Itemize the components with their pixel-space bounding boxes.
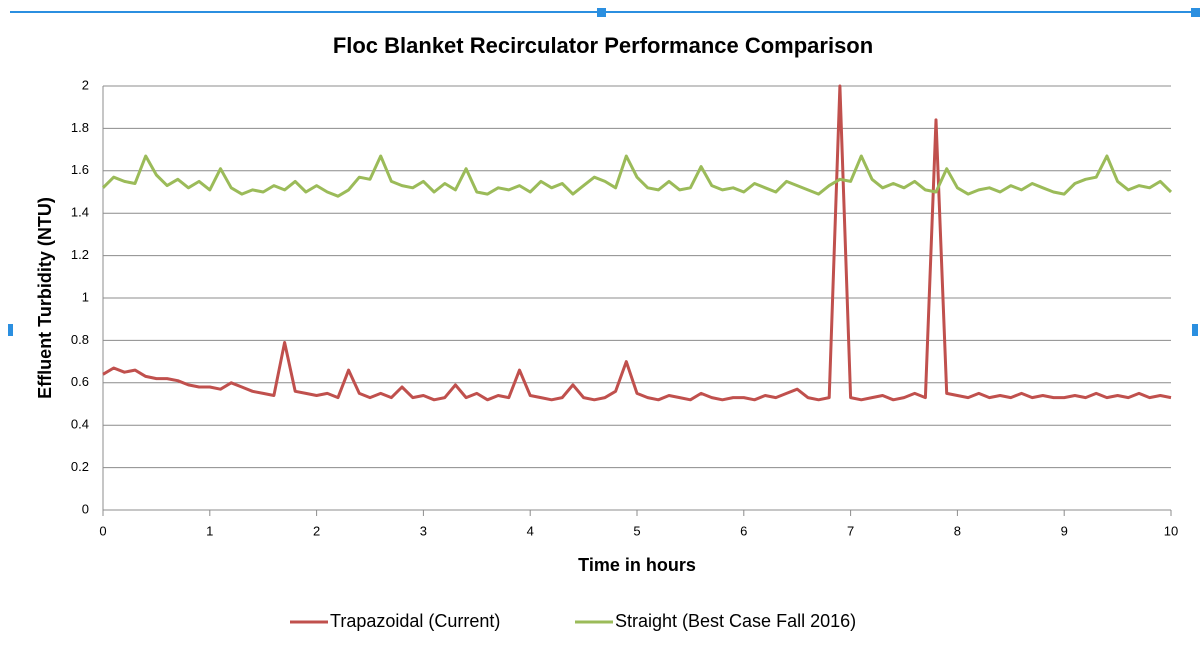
legend-label: Straight (Best Case Fall 2016) bbox=[615, 611, 856, 631]
selection-frame bbox=[8, 8, 1200, 336]
y-tick-label: 1.4 bbox=[71, 205, 89, 220]
x-tick-label: 1 bbox=[206, 523, 213, 538]
series-line bbox=[101, 154, 1173, 198]
series-line bbox=[102, 84, 1172, 402]
y-tick-label: 0.2 bbox=[71, 459, 89, 474]
y-tick-label: 2 bbox=[82, 77, 89, 92]
x-tick-label: 5 bbox=[633, 523, 640, 538]
y-tick-label: 0.4 bbox=[71, 417, 89, 432]
x-tick-label: 10 bbox=[1164, 523, 1178, 538]
x-tick-label: 7 bbox=[847, 523, 854, 538]
y-tick-label: 1.6 bbox=[71, 162, 89, 177]
x-axis-label: Time in hours bbox=[578, 555, 696, 575]
y-tick-label: 1 bbox=[82, 289, 89, 304]
y-tick-label: 1.8 bbox=[71, 120, 89, 135]
y-tick-label: 0.8 bbox=[71, 332, 89, 347]
x-tick-label: 8 bbox=[954, 523, 961, 538]
x-tick-label: 4 bbox=[527, 523, 534, 538]
x-tick-label: 0 bbox=[99, 523, 106, 538]
x-tick-label: 9 bbox=[1061, 523, 1068, 538]
y-tick-label: 0.6 bbox=[71, 374, 89, 389]
x-tick-label: 3 bbox=[420, 523, 427, 538]
x-tick-label: 2 bbox=[313, 523, 320, 538]
legend-label: Trapazoidal (Current) bbox=[330, 611, 500, 631]
y-tick-label: 1.2 bbox=[71, 247, 89, 262]
y-axis-label: Effluent Turbidity (NTU) bbox=[35, 197, 55, 399]
y-tick-label: 0 bbox=[82, 501, 89, 516]
x-tick-label: 6 bbox=[740, 523, 747, 538]
chart-title: Floc Blanket Recirculator Performance Co… bbox=[333, 33, 873, 58]
